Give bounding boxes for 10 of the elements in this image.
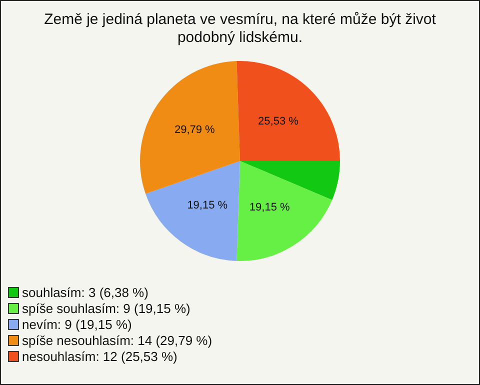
legend-label: spíše souhlasím: 9 (19,15 %) (22, 300, 190, 316)
legend-label: spíše nesouhlasím: 14 (29,79 %) (22, 332, 212, 348)
data-label: 29,79 % (174, 124, 216, 136)
legend-label: nesouhlasím: 12 (25,53 %) (22, 348, 178, 364)
chart-title: Země je jediná planeta ve vesmíru, na které může být život podobný lidskému. (43, 11, 437, 47)
data-label: 25,53 % (258, 116, 299, 128)
data-label: 19,15 % (187, 199, 228, 212)
legend-label: nevím: 9 (19,15 %) (22, 316, 132, 332)
data-label: 19,15 % (249, 201, 290, 214)
legend-label: souhlasím: 3 (6,38 %) (22, 284, 148, 300)
